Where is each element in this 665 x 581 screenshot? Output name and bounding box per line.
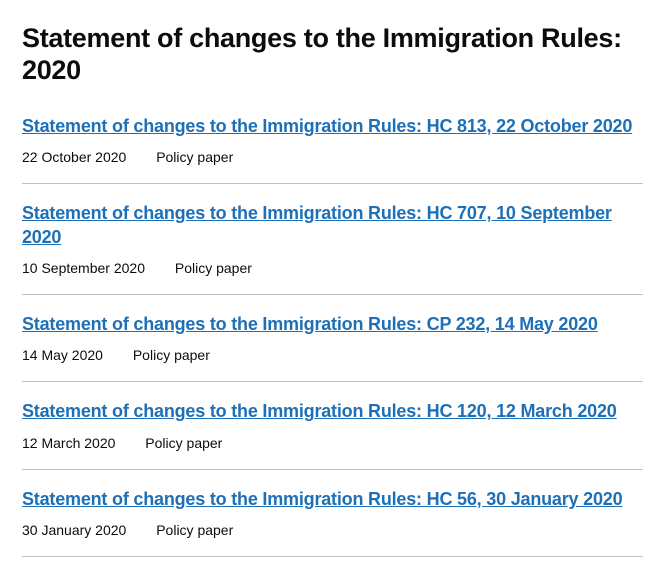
document-item: Statement of changes to the Immigration … xyxy=(22,184,643,295)
document-type: Policy paper xyxy=(145,435,222,451)
document-meta: 14 May 2020 Policy paper xyxy=(22,347,643,363)
document-date: 30 January 2020 xyxy=(22,522,126,538)
document-item: Statement of changes to the Immigration … xyxy=(22,470,643,557)
document-type: Policy paper xyxy=(156,522,233,538)
document-meta: 12 March 2020 Policy paper xyxy=(22,435,643,451)
document-link[interactable]: Statement of changes to the Immigration … xyxy=(22,116,632,136)
document-type: Policy paper xyxy=(133,347,210,363)
document-meta: 10 September 2020 Policy paper xyxy=(22,260,643,276)
document-meta: 22 October 2020 Policy paper xyxy=(22,149,643,165)
document-item: Statement of changes to the Immigration … xyxy=(22,115,643,184)
document-link[interactable]: Statement of changes to the Immigration … xyxy=(22,203,612,246)
document-meta: 30 January 2020 Policy paper xyxy=(22,522,643,538)
document-date: 14 May 2020 xyxy=(22,347,103,363)
document-link[interactable]: Statement of changes to the Immigration … xyxy=(22,489,622,509)
document-link[interactable]: Statement of changes to the Immigration … xyxy=(22,401,617,421)
document-item: Statement of changes to the Immigration … xyxy=(22,382,643,469)
document-item: Statement of changes to the Immigration … xyxy=(22,295,643,382)
document-date: 12 March 2020 xyxy=(22,435,115,451)
document-list: Statement of changes to the Immigration … xyxy=(22,115,643,557)
document-type: Policy paper xyxy=(175,260,252,276)
document-type: Policy paper xyxy=(156,149,233,165)
page-title: Statement of changes to the Immigration … xyxy=(22,22,643,87)
document-link[interactable]: Statement of changes to the Immigration … xyxy=(22,314,598,334)
document-date: 22 October 2020 xyxy=(22,149,126,165)
document-date: 10 September 2020 xyxy=(22,260,145,276)
